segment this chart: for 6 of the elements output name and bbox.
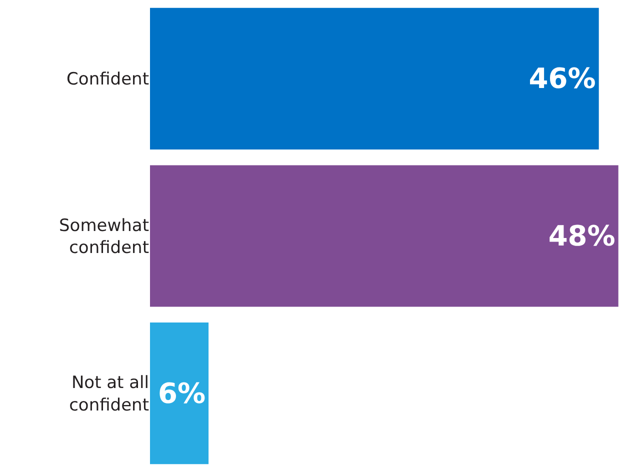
y-tick-label: Not at all confident: [69, 373, 150, 416]
data-label: 46%: [528, 62, 596, 96]
y-tick-label: Confident: [66, 70, 150, 90]
data-label: 6%: [158, 376, 206, 410]
data-label: 48%: [548, 220, 616, 252]
y-tick-label: Somewhat confident: [59, 216, 150, 258]
